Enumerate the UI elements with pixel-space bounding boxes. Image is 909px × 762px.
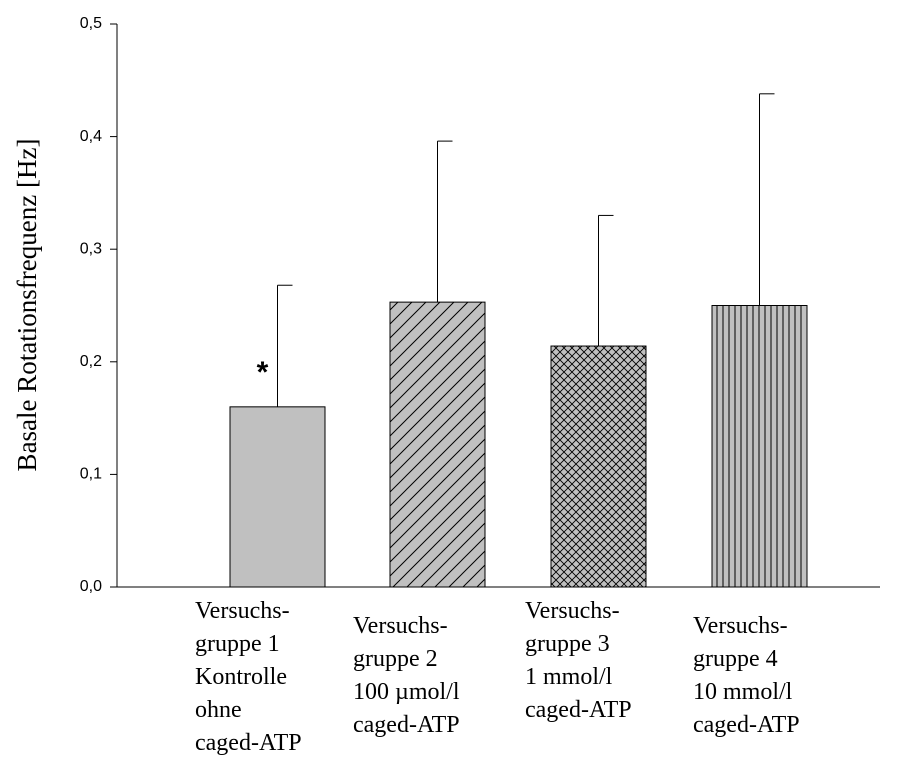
x-tick-label: 10 mmol/l — [693, 679, 793, 705]
y-tick-label: 0,0 — [80, 578, 102, 595]
y-axis-label: Basale Rotationsfrequenz [Hz] — [12, 139, 42, 472]
annotation: * — [257, 356, 269, 389]
x-tick-label: Versuchs- — [525, 598, 620, 624]
x-tick-label: gruppe 3 — [525, 631, 610, 657]
y-tick-label: 0,3 — [80, 240, 102, 257]
x-tick-label: Versuchs- — [353, 613, 448, 639]
y-tick-label: 0,2 — [80, 353, 102, 370]
x-tick-label: caged-ATP — [195, 730, 302, 756]
y-tick-label: 0,1 — [80, 466, 102, 483]
x-tick-label: Kontrolle — [195, 664, 287, 690]
y-tick-label: 0,5 — [80, 15, 102, 32]
x-tick-label: 100 µmol/l — [353, 679, 460, 705]
x-tick-label: 1 mmol/l — [525, 664, 613, 690]
x-tick-label: caged-ATP — [353, 712, 460, 738]
bar — [550, 345, 647, 588]
x-tick-label: gruppe 2 — [353, 646, 438, 672]
x-tick-label: Versuchs- — [195, 598, 290, 624]
x-tick-label: caged-ATP — [525, 697, 632, 723]
x-tick-label: Versuchs- — [693, 613, 788, 639]
bar — [711, 305, 808, 588]
y-tick-label: 0,4 — [80, 128, 102, 145]
x-tick-label: caged-ATP — [693, 712, 800, 738]
bar — [229, 406, 326, 588]
bar — [389, 301, 486, 588]
x-tick-label: gruppe 4 — [693, 646, 778, 672]
x-tick-label: ohne — [195, 697, 242, 723]
x-tick-label: gruppe 1 — [195, 631, 280, 657]
